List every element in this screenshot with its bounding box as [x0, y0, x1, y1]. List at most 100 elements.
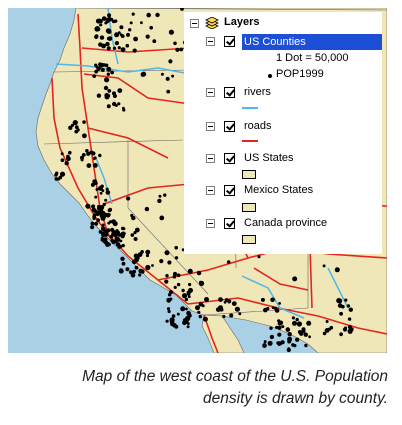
population-dot	[102, 202, 106, 207]
collapse-icon[interactable]	[206, 154, 215, 163]
population-dot	[90, 221, 95, 226]
collapse-icon[interactable]	[206, 88, 215, 97]
population-dot	[99, 213, 105, 219]
population-dot	[145, 253, 150, 258]
population-dot	[95, 188, 99, 191]
population-dot	[257, 255, 261, 259]
population-dot	[167, 260, 172, 265]
layer-checkbox[interactable]	[224, 185, 235, 196]
population-dot	[238, 312, 242, 316]
population-dot	[76, 128, 80, 132]
population-dot	[125, 267, 130, 272]
population-dot	[263, 340, 267, 344]
population-dot	[180, 306, 186, 312]
dot-symbol-icon	[268, 74, 272, 78]
population-dot	[82, 133, 87, 139]
population-dot	[222, 314, 226, 319]
population-dot	[121, 243, 125, 248]
population-dot	[114, 234, 118, 238]
population-dot	[287, 347, 291, 351]
population-dot	[130, 233, 135, 237]
table-of-contents: Layers US Counties 1 Dot = 50,000 POP199…	[184, 12, 382, 254]
population-dot	[199, 280, 205, 286]
population-dot	[126, 32, 130, 37]
population-dot	[111, 219, 117, 225]
layer-checkbox[interactable]	[224, 218, 235, 229]
population-dot	[86, 163, 92, 169]
population-dot	[137, 252, 143, 257]
population-dot	[171, 314, 176, 318]
collapse-icon[interactable]	[206, 37, 215, 46]
population-dot	[94, 195, 98, 199]
population-dot	[60, 152, 64, 156]
population-dot	[180, 8, 184, 11]
population-dot	[173, 271, 177, 276]
population-dot	[129, 21, 133, 25]
population-dot	[229, 313, 234, 318]
layer-name[interactable]: roads	[244, 120, 272, 132]
population-dot	[129, 270, 133, 275]
population-dot	[296, 321, 302, 327]
layer-name[interactable]: Mexico States	[244, 184, 314, 196]
population-dot	[186, 310, 191, 316]
layer-checkbox[interactable]	[224, 153, 235, 164]
population-dot	[93, 156, 97, 160]
population-dot	[82, 120, 86, 124]
population-dot	[101, 223, 105, 227]
population-dot	[117, 102, 121, 106]
population-dot	[269, 334, 275, 340]
population-dot	[185, 307, 188, 311]
population-dot	[223, 300, 227, 304]
population-dot	[112, 19, 116, 24]
layer-checkbox[interactable]	[224, 36, 235, 47]
population-dot	[348, 307, 353, 312]
layer-name[interactable]: US Counties	[242, 34, 382, 50]
population-dot	[94, 69, 99, 74]
population-dot	[339, 311, 343, 316]
collapse-icon[interactable]	[190, 19, 199, 28]
population-dot	[107, 14, 111, 18]
population-dot	[167, 309, 171, 314]
population-dot	[109, 235, 114, 239]
population-dot	[152, 39, 157, 44]
population-dot	[60, 158, 65, 162]
population-dot	[347, 324, 352, 330]
layer-name[interactable]: Canada province	[244, 217, 328, 229]
population-dot	[97, 18, 102, 23]
population-dot	[218, 297, 223, 302]
layer-name[interactable]: US States	[244, 152, 294, 164]
layer-name[interactable]: rivers	[244, 86, 271, 98]
population-dot	[90, 225, 95, 230]
population-dot	[285, 327, 291, 332]
population-dot	[107, 221, 111, 225]
population-dot	[99, 23, 103, 27]
population-dot	[131, 12, 135, 16]
collapse-icon[interactable]	[206, 122, 215, 131]
population-dot	[169, 317, 175, 323]
population-dot	[325, 320, 329, 323]
population-dot	[158, 194, 162, 198]
population-dot	[64, 161, 69, 166]
population-dot	[176, 273, 181, 278]
population-dot	[99, 191, 103, 195]
population-dot	[159, 259, 164, 264]
population-dot	[104, 212, 109, 218]
population-dot	[165, 274, 169, 278]
layer-checkbox[interactable]	[224, 87, 235, 98]
collapse-icon[interactable]	[206, 219, 215, 228]
collapse-icon[interactable]	[206, 186, 215, 195]
population-dot	[120, 256, 125, 261]
polygon-fill-symbol	[242, 235, 256, 244]
population-dot	[231, 301, 237, 306]
population-dot	[125, 43, 130, 48]
population-dot	[94, 34, 99, 39]
population-dot	[106, 29, 112, 34]
layer-checkbox[interactable]	[224, 121, 235, 132]
population-dot	[91, 151, 96, 156]
population-dot	[96, 27, 101, 32]
population-dot	[174, 245, 178, 250]
population-dot	[181, 288, 185, 293]
population-dot	[92, 216, 96, 221]
population-dot	[347, 328, 353, 334]
population-dot	[287, 332, 292, 337]
